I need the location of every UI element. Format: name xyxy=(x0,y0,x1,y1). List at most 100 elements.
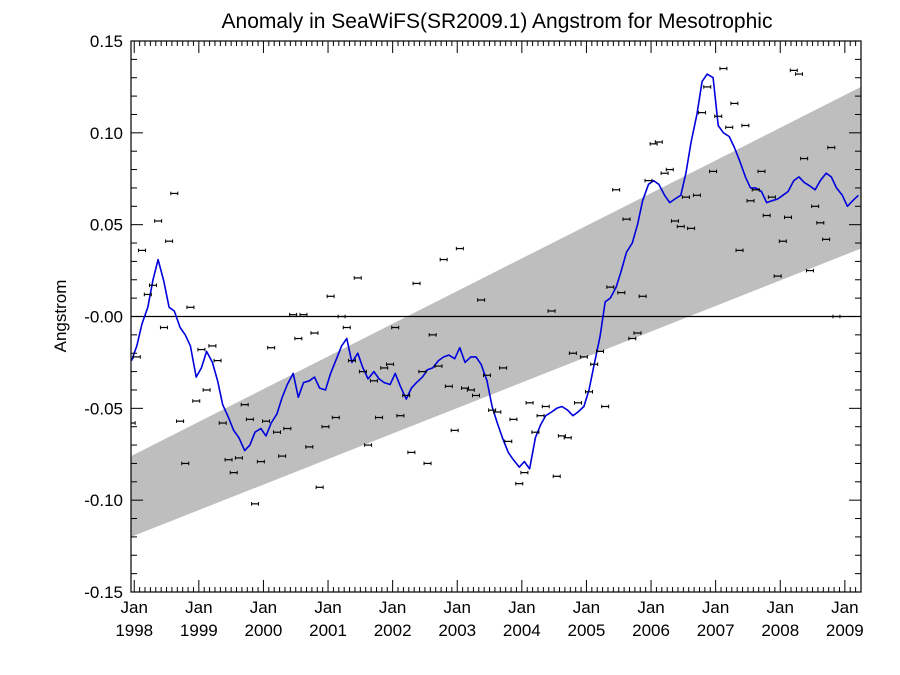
data-point xyxy=(466,388,475,392)
data-point xyxy=(321,424,330,429)
data-point xyxy=(396,413,405,418)
data-point xyxy=(315,485,324,490)
data-point xyxy=(289,312,298,317)
data-point xyxy=(455,246,464,251)
data-point xyxy=(170,191,179,196)
y-tick-label: 0.15 xyxy=(90,32,123,51)
x-tick-label-month: Jan xyxy=(767,598,794,617)
data-point xyxy=(735,248,744,253)
y-axis-label: Angstrom xyxy=(51,280,70,353)
data-point xyxy=(784,215,792,220)
data-point xyxy=(208,344,217,348)
data-point xyxy=(364,443,373,447)
x-tick-label-month: Jan xyxy=(637,598,664,617)
data-point xyxy=(832,314,841,319)
data-point xyxy=(767,195,776,199)
chart-title: Anomaly in SeaWiFS(SR2009.1) Angstrom fo… xyxy=(222,10,773,33)
data-point xyxy=(477,298,486,302)
data-point xyxy=(176,419,185,423)
x-tick-label-month: Jan xyxy=(444,598,471,617)
plot-area: 0.150.100.05-0.00-0.05-0.10-0.15Jan1998J… xyxy=(84,32,864,640)
data-point xyxy=(267,345,276,350)
smoothed-series-line xyxy=(131,73,859,470)
data-point xyxy=(515,481,524,486)
data-point xyxy=(811,204,820,209)
data-point xyxy=(654,140,663,144)
data-point xyxy=(154,219,163,223)
data-point xyxy=(601,404,610,409)
data-point xyxy=(681,195,690,199)
data-point xyxy=(380,366,389,370)
data-point xyxy=(273,430,281,435)
data-point xyxy=(482,373,491,378)
data-point xyxy=(234,456,243,460)
data-point xyxy=(402,393,411,398)
x-tick-label-month: Jan xyxy=(314,598,341,617)
x-tick-label-year: 2007 xyxy=(697,621,735,640)
data-point xyxy=(665,167,674,172)
data-point xyxy=(337,314,346,319)
data-point xyxy=(778,239,787,243)
data-point xyxy=(202,388,211,392)
data-point xyxy=(531,430,540,435)
data-point xyxy=(358,369,367,374)
data-point xyxy=(143,292,152,297)
data-point xyxy=(633,331,642,335)
x-tick-label-month: Jan xyxy=(379,598,406,617)
data-point xyxy=(714,114,723,119)
data-point xyxy=(579,355,588,359)
data-point xyxy=(719,66,728,71)
data-point xyxy=(649,142,658,146)
data-point xyxy=(450,428,459,433)
y-tick-label: 0.05 xyxy=(90,216,123,235)
data-point xyxy=(606,285,615,289)
data-point xyxy=(181,461,190,466)
data-point xyxy=(746,198,755,203)
data-point xyxy=(687,226,696,231)
data-point xyxy=(590,362,599,367)
data-point xyxy=(159,325,168,330)
x-tick-label-year: 2002 xyxy=(374,621,412,640)
data-point xyxy=(251,502,260,506)
data-point xyxy=(493,410,502,414)
data-point xyxy=(186,305,195,310)
data-point xyxy=(773,274,782,278)
data-point xyxy=(525,401,534,405)
data-point xyxy=(460,386,469,390)
x-tick-label-year: 2003 xyxy=(438,621,476,640)
data-point xyxy=(822,237,831,242)
x-tick-label-year: 2005 xyxy=(568,621,606,640)
x-tick-label-year: 1999 xyxy=(180,621,218,640)
data-point xyxy=(132,355,141,359)
data-point xyxy=(326,294,335,299)
x-tick-label-month: Jan xyxy=(185,598,212,617)
data-point xyxy=(224,457,233,462)
data-point xyxy=(703,85,712,89)
x-tick-label-month: Jan xyxy=(702,598,729,617)
data-point xyxy=(805,268,814,273)
data-point xyxy=(751,187,760,192)
data-point xyxy=(192,399,201,403)
y-tick-label: -0.05 xyxy=(84,399,123,418)
data-point xyxy=(434,364,443,368)
data-point xyxy=(574,401,583,405)
x-tick-label-year: 1998 xyxy=(115,621,153,640)
y-tick-label: 0.10 xyxy=(90,124,123,143)
data-point xyxy=(536,413,545,418)
data-point xyxy=(757,169,766,174)
data-point xyxy=(794,72,803,76)
data-point xyxy=(520,470,529,475)
data-point xyxy=(730,101,739,106)
data-point xyxy=(557,434,566,438)
data-point xyxy=(568,351,577,356)
plot-interior xyxy=(131,66,861,537)
x-tick-label-year: 2006 xyxy=(632,621,670,640)
data-point xyxy=(439,257,448,262)
data-point xyxy=(369,378,378,383)
data-point xyxy=(412,281,421,286)
data-point xyxy=(741,123,750,128)
data-point xyxy=(331,415,340,420)
data-point xyxy=(509,417,518,422)
data-point xyxy=(256,459,265,464)
